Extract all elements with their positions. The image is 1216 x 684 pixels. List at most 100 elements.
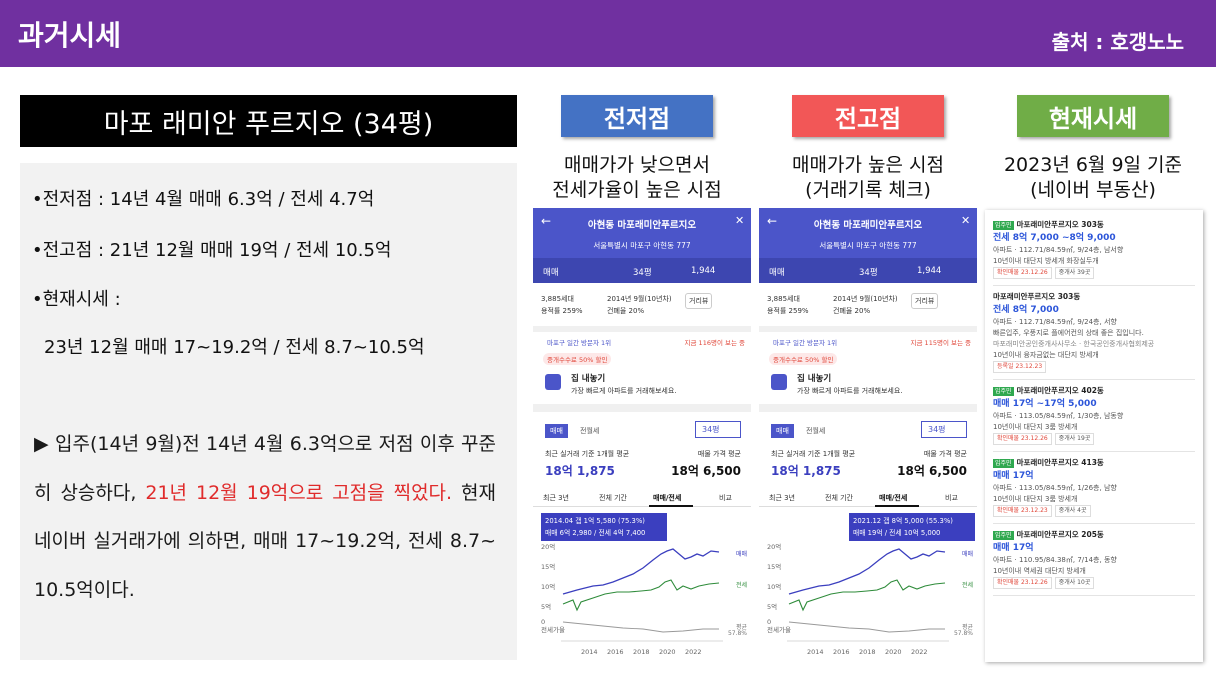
resident-badge: 입주민	[993, 387, 1014, 396]
watching: 지금 116명이 보는 중	[684, 339, 745, 347]
naver-screenshot: 입주민 마포래미안푸르지오 303동 전세 8억 7,000 ~8억 9,000 아파…	[985, 210, 1203, 662]
divider	[759, 404, 977, 412]
source: 출처 : 호갱노노	[1051, 30, 1184, 54]
divider	[533, 404, 751, 412]
close-icon: ✕	[735, 214, 745, 227]
y-tick-label: 20억	[767, 543, 782, 551]
listing-title-row: 입주민 마포래미안푸르지오 402동	[993, 385, 1195, 397]
sell: 집 내놓기	[797, 374, 832, 384]
toggle: 전월세	[580, 427, 600, 435]
confirmed: 확인매물 23.12.26	[993, 577, 1052, 589]
panel-caption: 2023년 6월 9일 기준	[1003, 154, 1183, 176]
tab: 1,944	[691, 266, 716, 276]
listing-desc: 빠른입주, 우풍지로 플에어컨의 상태 좋은 집입니다.	[993, 329, 1144, 337]
listing-meta: 확인매물 23.12.26 중개사 19곳	[993, 433, 1195, 445]
paragraph-segment: 21년 12월 19억으로 고점을 찍었다.	[145, 481, 453, 504]
back-icon: ←	[767, 214, 778, 228]
recent-label: 최근 실거래 기준 1개월 평균	[545, 450, 630, 458]
discount: 중개수수료 50% 할인	[543, 353, 612, 365]
recent-price: 18억 1,875	[771, 464, 841, 478]
listing-spec: 아파트 · 113.05/84.59㎡, 1/30층, 남동향	[993, 412, 1124, 420]
tooltip-line: 매매 6억 2,980 / 전세 4억 7,400	[545, 529, 646, 537]
watching: 지금 115명이 보는 중	[910, 339, 971, 347]
tooltip-line: 매매 19억 / 전세 10억 5,000	[853, 529, 941, 537]
listing-title-row: 입주민 마포래미안푸르지오 303동	[993, 219, 1195, 231]
resident-badge: 입주민	[993, 221, 1014, 230]
x-tick-label: 2018	[859, 648, 876, 656]
street-view: 거리뷰	[911, 293, 939, 309]
chart-tab: 비교	[719, 494, 732, 502]
listing-name: 마포래미안푸르지오 413동	[1016, 458, 1104, 467]
line-label: 매매	[961, 551, 973, 558]
listing-spec: 아파트 · 112.71/84.59㎡, 9/24층, 서향	[993, 318, 1117, 326]
paragraph: ▶ 입주(14년 9월)전 14년 4월 6.3억으로 저점 이후 꾸준히 상승…	[34, 420, 496, 614]
y-tick-label: 전세가율	[767, 626, 791, 634]
tab: 매매	[543, 268, 559, 278]
tooltip-line: 2014.04 갭 1억 5,580 (75.3%)	[545, 517, 645, 525]
slide-title: 과거시세	[18, 19, 122, 52]
summary-box	[20, 163, 517, 660]
chart-tab: 최근 3년	[769, 494, 795, 502]
price-chart-lines	[787, 548, 949, 642]
info: 용적률 259%	[767, 307, 809, 315]
listing-name: 마포래미안푸르지오 303동	[993, 292, 1081, 301]
listing-tags: 10년이내 역세권 대단지 방세개	[993, 567, 1086, 575]
x-tick-label: 2014	[581, 648, 598, 656]
x-tick-label: 2016	[607, 648, 624, 656]
sell-sub: 가장 빠르게 아파트를 거래해보세요.	[571, 387, 677, 395]
listing-price: 매매 17억	[993, 543, 1034, 553]
line-label: 전세	[961, 582, 973, 589]
sell-icon	[771, 374, 787, 390]
listing-title-row: 마포래미안푸르지오 303동	[993, 291, 1195, 303]
listing-spec: 아파트 · 110.95/84.38㎡, 7/14층, 동향	[993, 556, 1117, 564]
panel-badge: 현재시세	[1017, 95, 1169, 137]
app-screenshot: ← ✕ 아현동 마포래미안푸르지오 서울특별시 마포구 아현동 777 매매 34평 1,9…	[533, 208, 751, 660]
listing-name: 마포래미안푸르지오 303동	[1016, 220, 1104, 229]
line-label: 57.8%	[953, 630, 973, 637]
x-tick-label: 2022	[685, 648, 702, 656]
x-tick-label: 2020	[659, 648, 676, 656]
app-tabbar	[759, 258, 977, 283]
y-tick-label: 10억	[541, 583, 556, 591]
x-tick-label: 2014	[807, 648, 824, 656]
tab-underline	[533, 506, 751, 507]
confirmed: 등록일 23.12.23	[993, 361, 1047, 373]
app-header	[759, 208, 977, 258]
listing-label: 매물 가격 평균	[697, 450, 741, 458]
sale-line	[788, 548, 946, 595]
listing-tags: 10년이내 대단지 3룸 방세개	[993, 423, 1078, 431]
x-tick-label: 2018	[633, 648, 650, 656]
tooltip	[541, 513, 667, 541]
line-label: 매매	[735, 551, 747, 558]
info: 2014년 9월(10년차)	[607, 295, 672, 303]
listing: 입주민 마포래미안푸르지오 402동 매매 17억 ~17억 5,000 아파트 · …	[993, 380, 1195, 452]
sale-line	[562, 548, 720, 595]
discount: 중개수수료 50% 할인	[769, 353, 838, 365]
listing-meta: 확인매물 23.12.26 중개사 10곳	[993, 577, 1195, 589]
listing-label: 매물 가격 평균	[923, 450, 967, 458]
paragraph-segment: ▶ 입주(14년 9월)전 14년 4월 6.3억으로 저점 이후 꾸준히 상승…	[34, 433, 496, 504]
chart-tab: 최근 3년	[543, 494, 569, 502]
listing: 입주민 마포래미안푸르지오 205동 매매 17억 아파트 · 110.95/84.3…	[993, 524, 1195, 596]
y-tick-label: 5억	[767, 603, 778, 611]
confirmed: 확인매물 23.12.26	[993, 433, 1052, 445]
current-detail: 23년 12월 매매 17~19.2억 / 전세 8.7~10.5억	[44, 337, 425, 358]
listing-meta: 확인매물 23.12.23 중개사 4곳	[993, 505, 1195, 517]
chart-tab: 매매/전세	[879, 494, 908, 502]
y-tick-label: 전세가율	[541, 626, 565, 634]
listing: 입주민 마포래미안푸르지오 413동 매매 17억 아파트 · 113.05/84.5…	[993, 452, 1195, 524]
toggle: 전월세	[806, 427, 826, 435]
toggle: 매매	[771, 424, 794, 438]
panel-caption: 전세가율이 높은 시점	[552, 179, 722, 201]
sell: 집 내놓기	[571, 374, 606, 384]
y-tick-label: 10억	[767, 583, 782, 591]
chart-tab: 매매/전세	[653, 494, 682, 502]
address: 서울특별시 마포구 아현동 777	[819, 241, 917, 250]
info: 건폐율 20%	[607, 307, 645, 315]
tab: 34평	[859, 268, 878, 278]
app-title: 아현동 마포래미안푸르지오	[587, 220, 697, 231]
tooltip-line: 2021.12 갭 8억 5,000 (55.3%)	[853, 517, 953, 525]
listing-price: 18억 6,500	[671, 464, 741, 478]
chart-tab: 전체 기간	[825, 494, 853, 502]
